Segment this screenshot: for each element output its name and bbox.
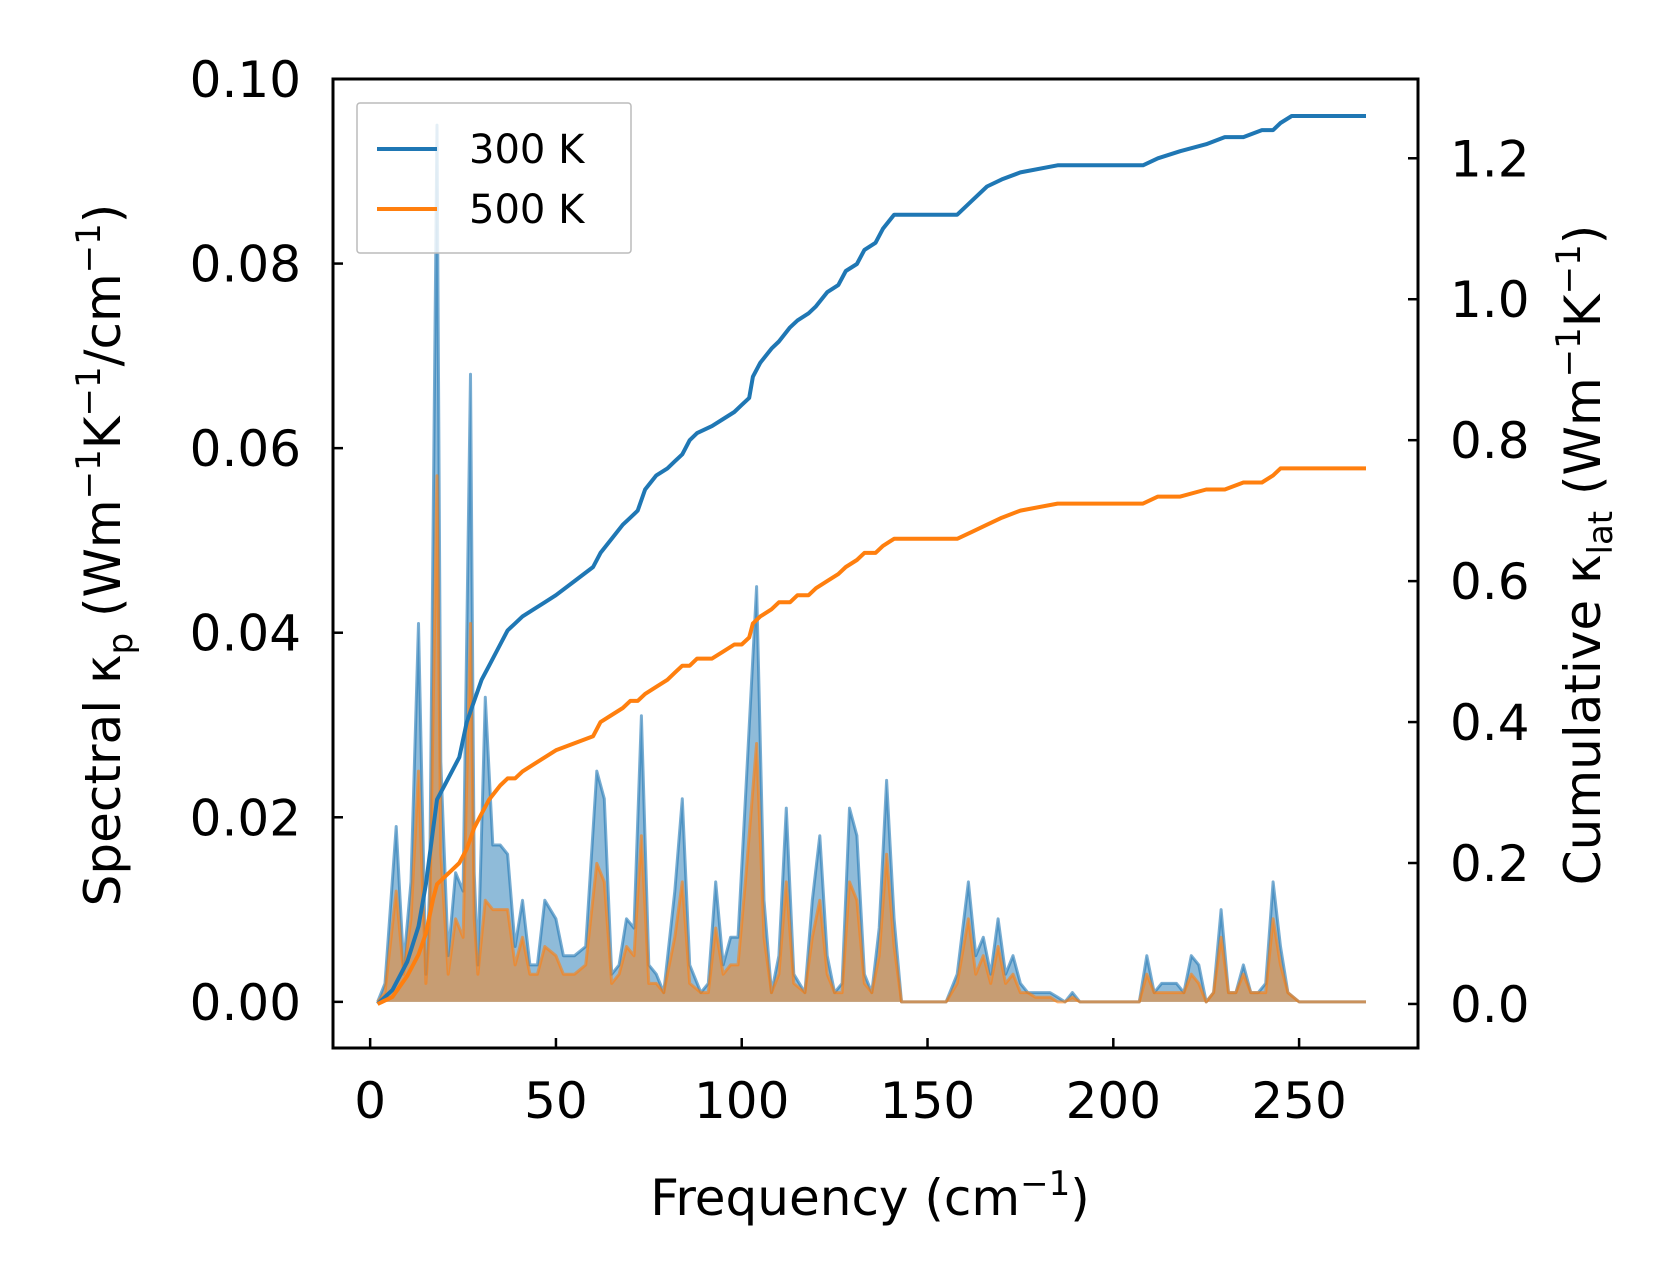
x-tick-label: 0 — [354, 1072, 386, 1130]
y-left-tick-label: 0.08 — [190, 236, 301, 294]
y-left-tick-label: 0.10 — [190, 51, 301, 109]
y-left-tick-label: 0.02 — [190, 789, 301, 847]
y-right-tick-label: 0.0 — [1450, 976, 1530, 1034]
y-right-tick-label: 0.6 — [1450, 553, 1530, 611]
y-axis-left-title: Spectral κp (Wm−1K−1/cm−1) — [69, 204, 141, 907]
legend-label-500k: 500 K — [469, 187, 586, 233]
plot-frame — [331, 77, 1420, 1050]
line-cumulative-300-k — [376, 114, 1366, 1006]
y-left-tick-label: 0.06 — [190, 420, 301, 478]
line-300-k-spectral — [376, 123, 1366, 1004]
y-axis-right-title: Cumulative κlat (Wm−1K−1) — [1549, 225, 1621, 885]
y-right-tick-label: 1.0 — [1450, 271, 1530, 329]
line-500-k-spectral — [376, 474, 1366, 1004]
legend: 300 K 500 K — [356, 102, 632, 254]
y-right-tick-label: 0.4 — [1450, 694, 1530, 752]
x-tick-label: 200 — [1066, 1072, 1161, 1130]
legend-box — [356, 102, 632, 254]
series-layer — [376, 114, 1367, 1006]
x-tick-label: 100 — [694, 1072, 789, 1130]
y-right-tick-label: 1.2 — [1450, 130, 1530, 188]
x-tick-label: 50 — [524, 1072, 588, 1130]
x-tick-label: 150 — [880, 1072, 975, 1130]
x-axis-title: Frequency (cm−1) — [650, 1164, 1090, 1227]
x-tick-label: 250 — [1251, 1072, 1346, 1130]
y-right-tick-label: 0.8 — [1450, 412, 1530, 470]
ticks-layer: 0 50 100 150 200 250 0.00 0.02 0.04 0.06 0.08 0.10 0… — [190, 51, 1530, 1130]
line-cumulative-500-k — [376, 466, 1366, 1006]
legend-label-300k: 300 K — [469, 127, 586, 173]
y-left-tick-label: 0.00 — [190, 974, 301, 1032]
y-right-tick-label: 0.2 — [1450, 835, 1530, 893]
y-left-tick-label: 0.04 — [190, 605, 301, 663]
